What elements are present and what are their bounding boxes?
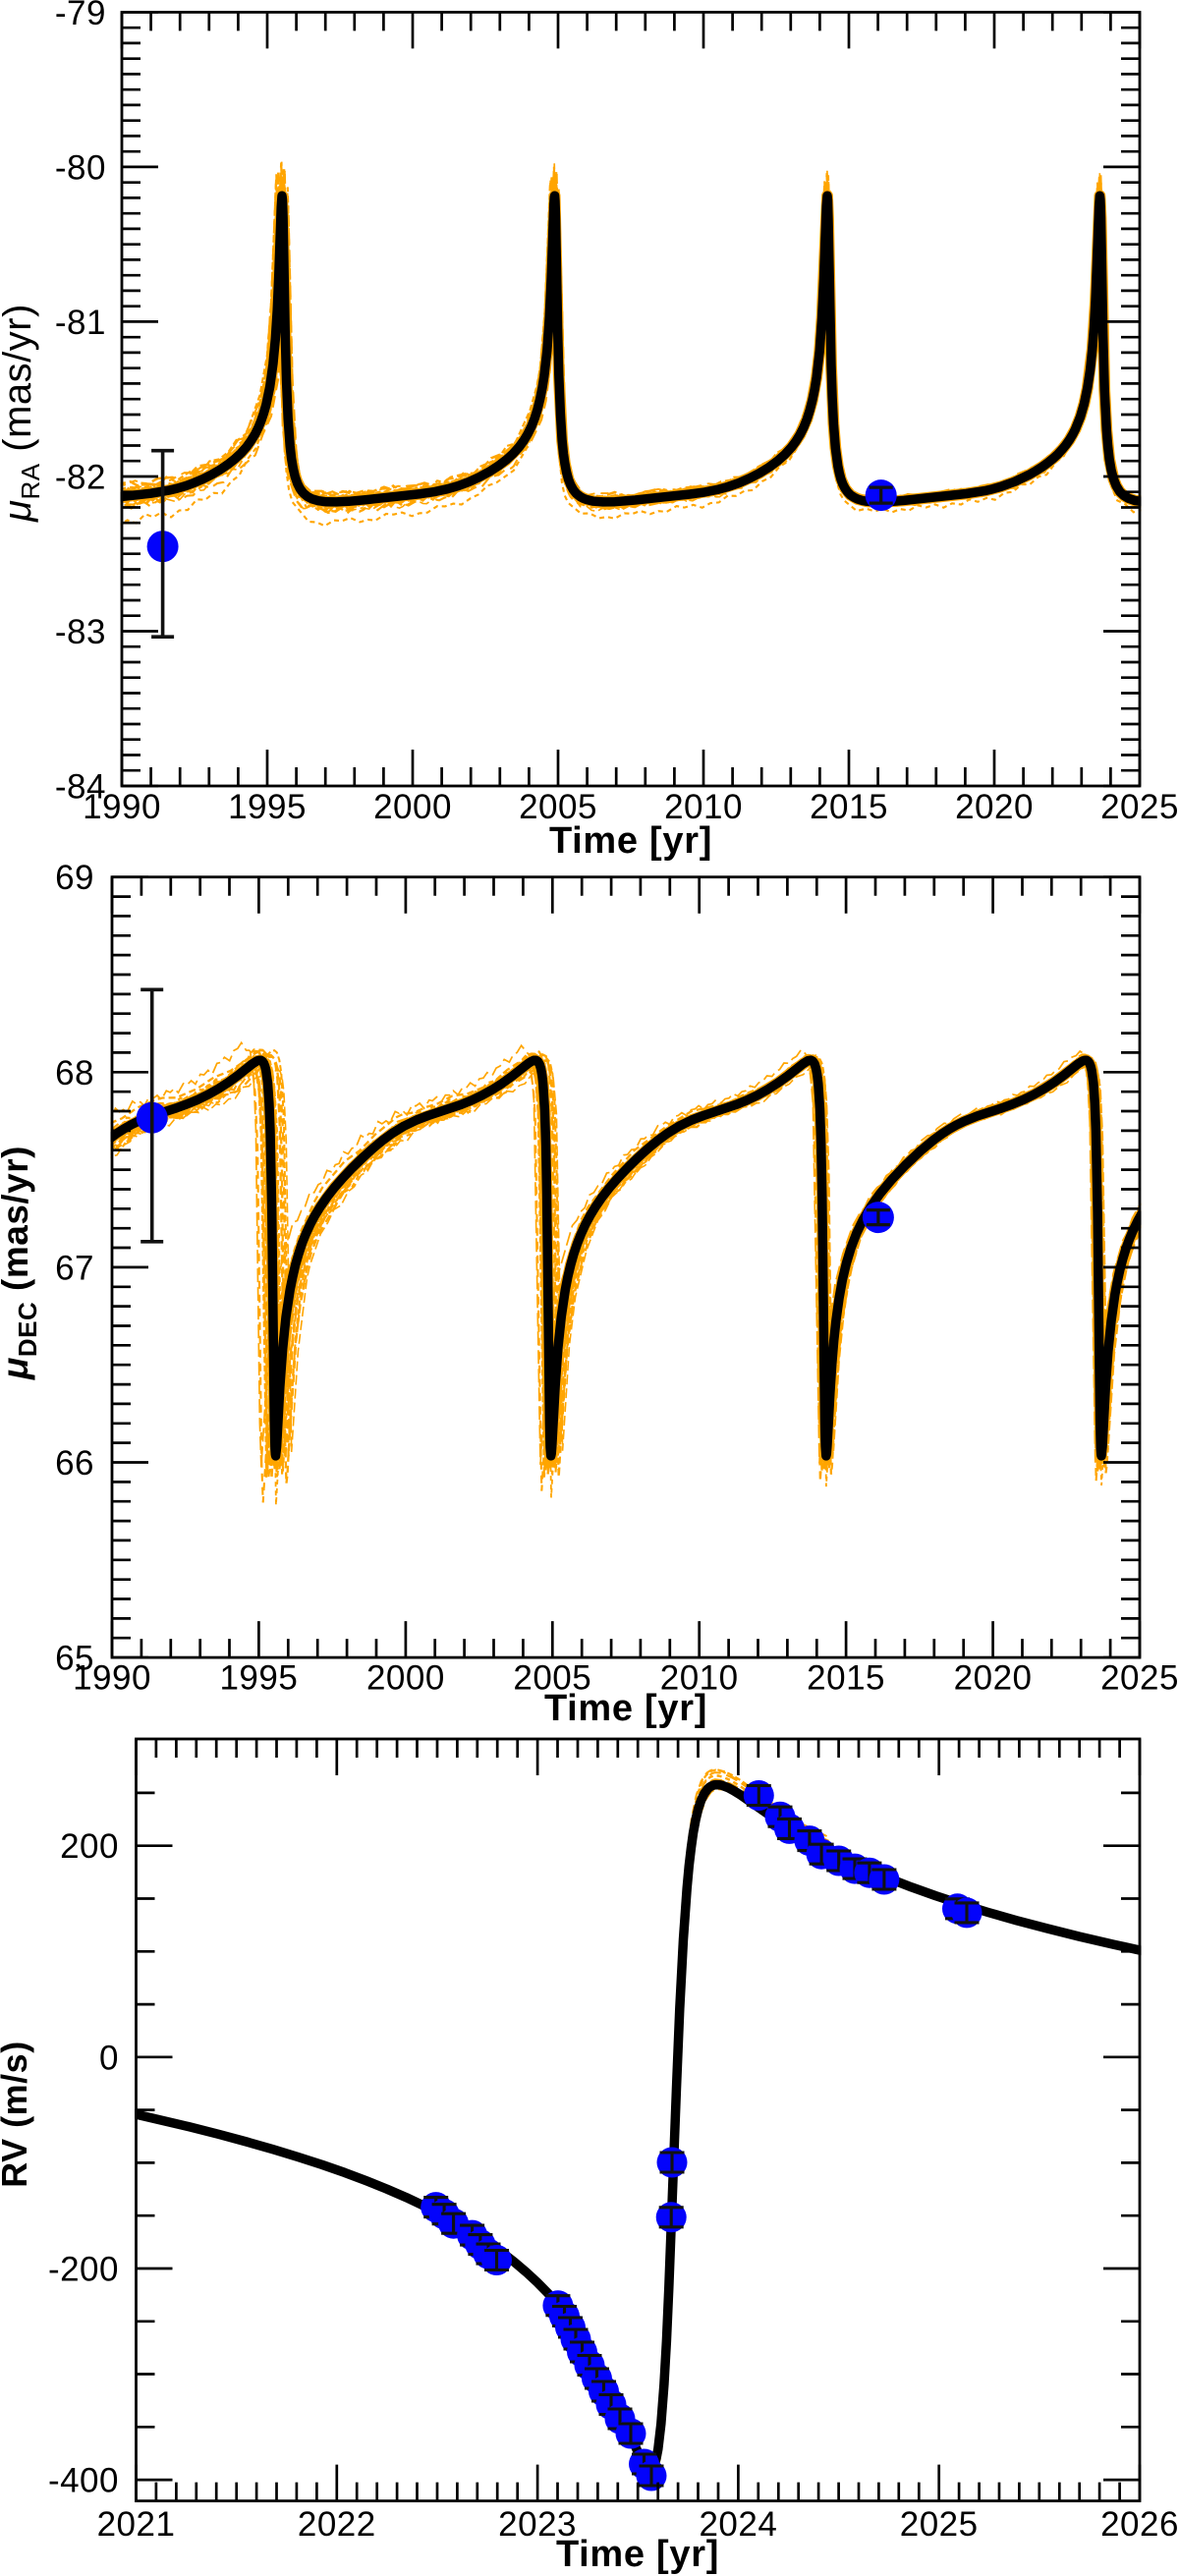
svg-text:1990: 1990	[83, 788, 161, 826]
svg-text:-80: -80	[55, 148, 106, 187]
svg-text:2023: 2023	[498, 2505, 577, 2544]
svg-text:Time [yr]: Time [yr]	[544, 1688, 707, 1729]
svg-text:65: 65	[55, 1640, 94, 1678]
svg-text:68: 68	[55, 1054, 94, 1092]
svg-text:66: 66	[55, 1444, 94, 1483]
svg-text:Time [yr]: Time [yr]	[549, 820, 712, 862]
svg-text:2005: 2005	[519, 788, 597, 826]
svg-text:Time [yr]: Time [yr]	[556, 2534, 719, 2575]
svg-text:2026: 2026	[1100, 2505, 1179, 2544]
svg-text:2000: 2000	[366, 1659, 445, 1698]
svg-text:2025: 2025	[900, 2505, 979, 2544]
svg-text:2010: 2010	[664, 788, 743, 826]
svg-text:1990: 1990	[73, 1659, 151, 1698]
svg-text:-81: -81	[55, 304, 106, 342]
svg-text:67: 67	[55, 1249, 94, 1287]
svg-text:2015: 2015	[807, 1659, 885, 1698]
svg-text:μDEC (mas/yr): μDEC (mas/yr)	[0, 1146, 42, 1380]
svg-text:2020: 2020	[955, 788, 1034, 826]
svg-text:-400: -400	[48, 2462, 119, 2500]
svg-text:2025: 2025	[1100, 788, 1179, 826]
svg-text:μRA (mas/yr): μRA (mas/yr)	[0, 304, 45, 523]
svg-text:1995: 1995	[219, 1659, 298, 1698]
svg-text:2015: 2015	[810, 788, 888, 826]
svg-text:2005: 2005	[513, 1659, 591, 1698]
svg-text:2021: 2021	[97, 2505, 176, 2544]
svg-text:-200: -200	[48, 2251, 119, 2289]
svg-text:2020: 2020	[954, 1659, 1033, 1698]
svg-text:2022: 2022	[298, 2505, 376, 2544]
svg-text:2024: 2024	[699, 2505, 777, 2544]
svg-text:-84: -84	[55, 768, 106, 807]
svg-text:2025: 2025	[1100, 1659, 1179, 1698]
svg-text:-83: -83	[55, 613, 106, 651]
svg-text:2010: 2010	[660, 1659, 739, 1698]
svg-text:-79: -79	[55, 0, 106, 32]
svg-text:200: 200	[60, 1827, 119, 1866]
svg-text:0: 0	[99, 2039, 119, 2077]
svg-text:RV (m/s): RV (m/s)	[0, 2041, 34, 2187]
svg-text:-82: -82	[55, 459, 106, 497]
svg-text:2000: 2000	[373, 788, 452, 826]
svg-text:69: 69	[55, 859, 94, 897]
svg-text:1995: 1995	[228, 788, 307, 826]
